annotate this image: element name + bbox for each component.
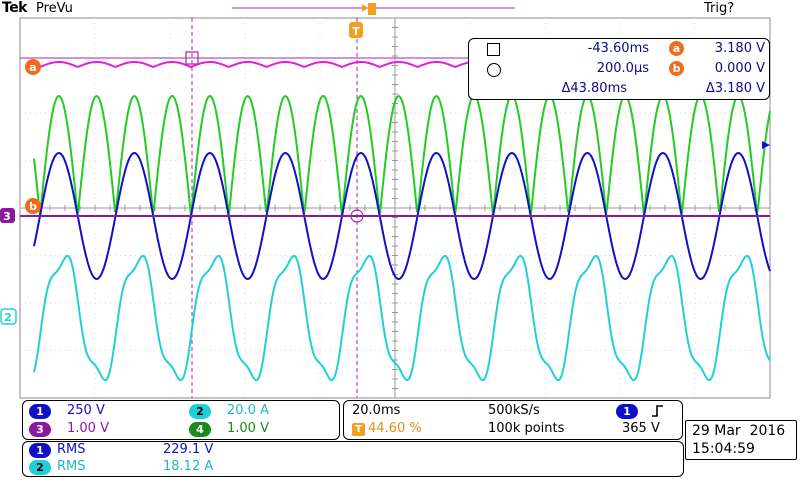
ref-a-marker[interactable] (25, 59, 41, 75)
ch3-ground-marker[interactable] (0, 208, 15, 223)
cursor-circle-icon (487, 63, 501, 77)
trigger-level: 365 V (622, 421, 660, 436)
cursor-delta-time: Δ43.80ms (561, 81, 627, 96)
cursor-a-badge: a (669, 41, 684, 56)
ch2-ground-marker[interactable] (0, 308, 17, 325)
ch3-chip[interactable]: 3 (29, 422, 51, 437)
trigger-position-icon: T (352, 423, 365, 436)
trace-ch1 (33, 151, 771, 281)
ch3-scale: 1.00 V (67, 421, 109, 436)
record-length: 100k points (488, 421, 565, 436)
horizontal-settings-panel[interactable]: 20.0ms 500kS/s 1 T 44.60 % 100k points 3… (343, 400, 683, 440)
cursor-square-marker[interactable] (185, 51, 199, 65)
meas1-type: RMS (57, 442, 86, 457)
trace-ch2 (33, 254, 771, 382)
trigger-source-chip[interactable]: 1 (616, 404, 638, 419)
meas2-chip: 2 (29, 460, 51, 475)
cursor-circle-time: 200.0µs (596, 61, 649, 76)
ref-b-marker-label: b (29, 200, 37, 213)
ch2-scale: 20.0 A (227, 403, 269, 418)
meas1-chip: 1 (29, 443, 51, 458)
trigger-edge-rising-icon (652, 405, 663, 417)
cursor-b-value: 0.000 V (714, 61, 765, 76)
ch2-chip[interactable]: 2 (189, 404, 211, 419)
cursor-circle-marker[interactable] (350, 209, 364, 223)
ch4-scale: 1.00 V (227, 421, 269, 436)
cursor-readout-panel: -43.60ms a 3.180 V 200.0µs b 0.000 V Δ43… (468, 38, 770, 100)
ref-b-marker[interactable] (25, 198, 41, 214)
trigger-position: 44.60 % (368, 421, 422, 436)
meas1-value: 229.1 V (163, 442, 214, 457)
trigger-position-letter: T (352, 25, 360, 38)
ch4-chip[interactable]: 4 (189, 422, 211, 437)
date: 29 Mar 2016 (692, 423, 786, 439)
timebase: 20.0ms (352, 403, 401, 418)
trigger-position-marker[interactable] (349, 22, 363, 38)
ch1-chip[interactable]: 1 (29, 404, 51, 419)
trace-ch4 (33, 94, 771, 217)
time: 15:04:59 (692, 441, 755, 457)
meas2-type: RMS (57, 459, 86, 474)
meas2-value: 18.12 A (163, 459, 214, 474)
record-pointer-icon (362, 4, 368, 12)
sample-rate: 500kS/s (488, 403, 540, 418)
ch2-ground-marker-label: 2 (4, 311, 12, 324)
cursor-a-value: 3.180 V (714, 41, 765, 56)
cursor-b-badge: b (669, 61, 684, 76)
trigger-status: Trig? (704, 1, 735, 16)
cursor-square-time: -43.60ms (587, 41, 649, 56)
record-trigger-marker (368, 3, 376, 15)
cursor-square-icon (487, 43, 500, 56)
ch3-ground-marker-label: 3 (3, 210, 11, 223)
ch1-scale: 250 V (67, 403, 105, 418)
trace-ref-a (39, 61, 471, 69)
datetime-panel: 29 Mar 2016 15:04:59 (685, 420, 797, 460)
vertical-settings-panel[interactable]: 1 250 V 2 20.0 A 3 1.00 V 4 1.00 V (22, 400, 340, 440)
acquisition-mode: PreVu (36, 1, 73, 16)
trigger-level-arrow[interactable] (762, 141, 770, 149)
cursor-delta-value: Δ3.180 V (705, 81, 765, 96)
top-status-bar (0, 0, 800, 18)
ref-a-marker-label: a (29, 61, 36, 74)
measurements-panel: 1 RMS 229.1 V 2 RMS 18.12 A (22, 441, 684, 477)
brand-logo: Tek (2, 0, 28, 16)
